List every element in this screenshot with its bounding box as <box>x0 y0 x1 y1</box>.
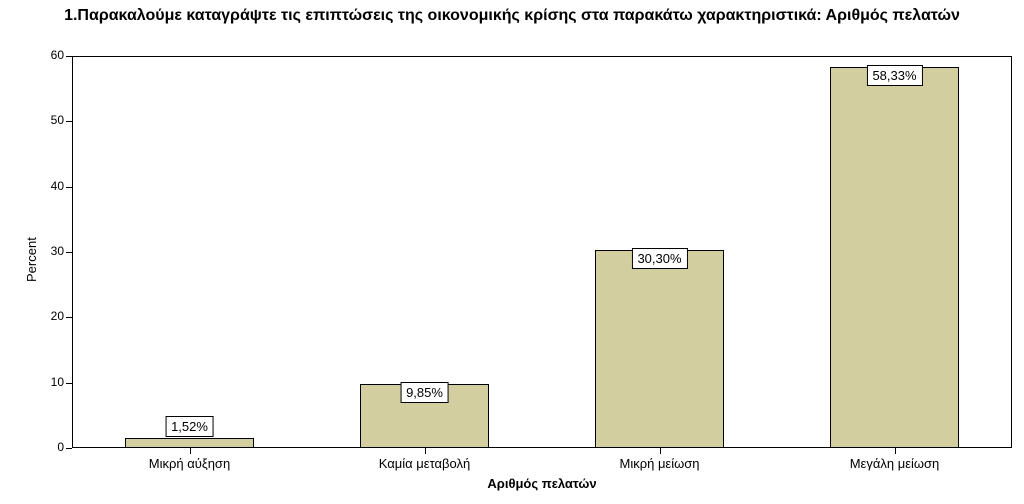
y-tick-mark <box>66 383 72 384</box>
bar <box>125 438 254 448</box>
y-tick-mark <box>66 56 72 57</box>
y-tick-label: 60 <box>34 48 64 62</box>
x-tick-label: Μεγάλη μείωση <box>850 456 940 471</box>
x-tick-mark <box>190 448 191 454</box>
y-tick-mark <box>66 121 72 122</box>
x-tick-label: Καμία μεταβολή <box>379 456 470 471</box>
y-tick-mark <box>66 317 72 318</box>
chart-container: 1.Παρακαλούμε καταγράψτε τις επιπτώσεις … <box>0 0 1024 504</box>
x-axis-title: Αριθμός πελατών <box>72 476 1012 491</box>
y-tick-mark <box>66 252 72 253</box>
y-tick-label: 50 <box>34 113 64 127</box>
data-label: 9,85% <box>400 382 449 403</box>
y-tick-mark <box>66 187 72 188</box>
y-tick-label: 0 <box>34 440 64 454</box>
bar <box>830 67 959 448</box>
data-label: 30,30% <box>631 248 687 269</box>
bar <box>595 250 724 448</box>
data-label: 1,52% <box>165 416 214 437</box>
y-tick-label: 20 <box>34 309 64 323</box>
x-tick-label: Μικρή μείωση <box>619 456 699 471</box>
x-tick-mark <box>895 448 896 454</box>
x-tick-mark <box>660 448 661 454</box>
data-label: 58,33% <box>866 65 922 86</box>
chart-title: 1.Παρακαλούμε καταγράψτε τις επιπτώσεις … <box>0 6 1024 26</box>
y-tick-label: 10 <box>34 375 64 389</box>
y-tick-label: 30 <box>34 244 64 258</box>
y-tick-mark <box>66 448 72 449</box>
x-tick-label: Μικρή αύξηση <box>149 456 230 471</box>
y-tick-label: 40 <box>34 179 64 193</box>
x-tick-mark <box>425 448 426 454</box>
